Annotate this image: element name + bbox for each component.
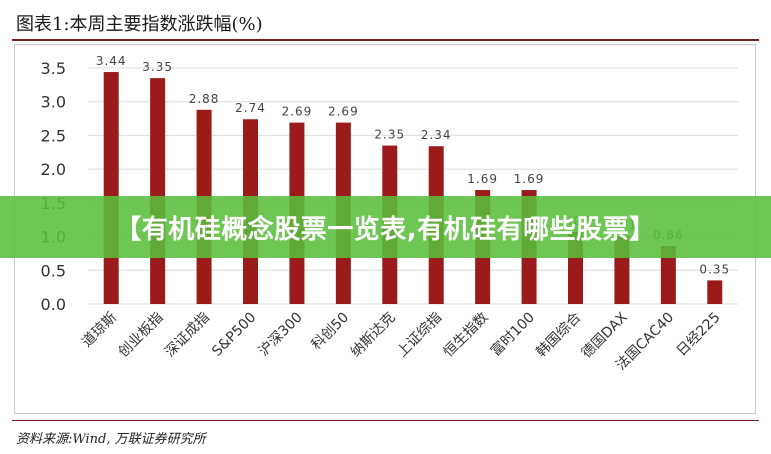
data-label: 2.88 bbox=[189, 92, 220, 106]
figure-title: 图表1:本周主要指数涨跌幅(%) bbox=[16, 14, 263, 35]
title-rule bbox=[12, 39, 759, 41]
data-label: 2.35 bbox=[374, 128, 405, 142]
source-rule bbox=[12, 420, 759, 421]
x-tick-label: S&P500 bbox=[209, 310, 259, 360]
y-axis-ticks: 0.00.51.01.52.02.53.03.5 bbox=[41, 59, 66, 314]
y-tick-label: 3.0 bbox=[41, 93, 66, 112]
data-label: 1.69 bbox=[467, 172, 498, 186]
data-label: 1.69 bbox=[514, 172, 545, 186]
y-tick-label: 3.5 bbox=[41, 59, 66, 78]
banner-text: 【有机硅概念股票一览表,有机硅有哪些股票】 bbox=[115, 214, 656, 245]
x-tick-label: 道琼斯 bbox=[79, 310, 120, 351]
source-note: 资料来源:Wind, 万联证券研究所 bbox=[16, 432, 206, 447]
data-label: 0.35 bbox=[699, 262, 730, 276]
x-tick-label: 上证综指 bbox=[394, 310, 445, 361]
overlay-banner[interactable]: 【有机硅概念股票一览表,有机硅有哪些股票】 bbox=[0, 196, 771, 258]
x-tick-label: 日经225 bbox=[674, 310, 724, 360]
x-tick-label: 科创50 bbox=[308, 310, 352, 354]
data-label: 3.35 bbox=[142, 60, 173, 74]
bars bbox=[103, 72, 723, 304]
bar bbox=[660, 246, 676, 304]
y-tick-label: 2.5 bbox=[41, 126, 66, 145]
bar bbox=[707, 280, 723, 304]
grid-layer bbox=[88, 67, 738, 305]
x-tick-label: 沪深300 bbox=[256, 310, 306, 360]
data-label: 2.34 bbox=[421, 128, 452, 142]
bar bbox=[103, 72, 119, 304]
y-tick-label: 0.0 bbox=[41, 295, 66, 314]
data-label: 2.69 bbox=[282, 105, 313, 119]
x-tick-label: 纳斯达克 bbox=[348, 310, 399, 361]
x-tick-label: 创业板指 bbox=[116, 310, 167, 361]
y-tick-label: 0.5 bbox=[41, 261, 66, 280]
x-tick-label: 韩国综合 bbox=[533, 310, 584, 361]
data-label: 3.44 bbox=[96, 54, 127, 68]
bar bbox=[150, 78, 166, 304]
data-label: 2.74 bbox=[235, 101, 266, 115]
x-tick-label: 富时100 bbox=[487, 309, 538, 360]
x-tick-label: 恒生指数 bbox=[441, 310, 492, 361]
y-tick-label: 2.0 bbox=[41, 160, 66, 179]
data-label: 2.69 bbox=[328, 105, 359, 119]
x-tick-label: 深证成指 bbox=[162, 310, 213, 361]
